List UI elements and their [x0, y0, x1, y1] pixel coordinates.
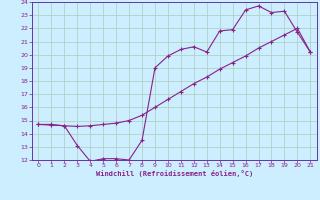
- X-axis label: Windchill (Refroidissement éolien,°C): Windchill (Refroidissement éolien,°C): [96, 170, 253, 177]
